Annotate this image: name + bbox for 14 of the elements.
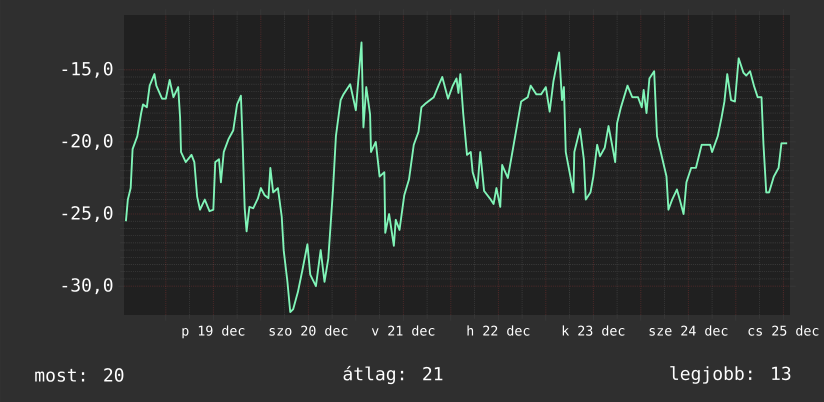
y-tick-label: -15,0: [62, 62, 112, 78]
x-tick-label: v 21 dec: [372, 325, 434, 336]
y-tick-label: -25,0: [62, 206, 112, 222]
text: átlag: 21: [344, 366, 442, 384]
x-tick-label: sze 24 dec: [650, 325, 728, 336]
y-tick-label: -30,0: [62, 278, 112, 294]
x-tick-label: cs 25 dec: [748, 325, 818, 336]
x-tick-label: h 22 dec: [468, 325, 530, 336]
x-tick-label: szo 20 dec: [270, 325, 348, 336]
y-tick-label: -20,0: [62, 134, 112, 150]
x-tick-label: k 23 dec: [562, 325, 624, 336]
text: legjobb: 13: [670, 366, 790, 384]
x-tick-label: p 19 dec: [182, 325, 244, 338]
text: most: 20: [35, 368, 124, 382]
